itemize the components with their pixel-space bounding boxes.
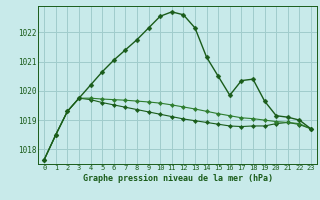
X-axis label: Graphe pression niveau de la mer (hPa): Graphe pression niveau de la mer (hPa) [83,174,273,183]
